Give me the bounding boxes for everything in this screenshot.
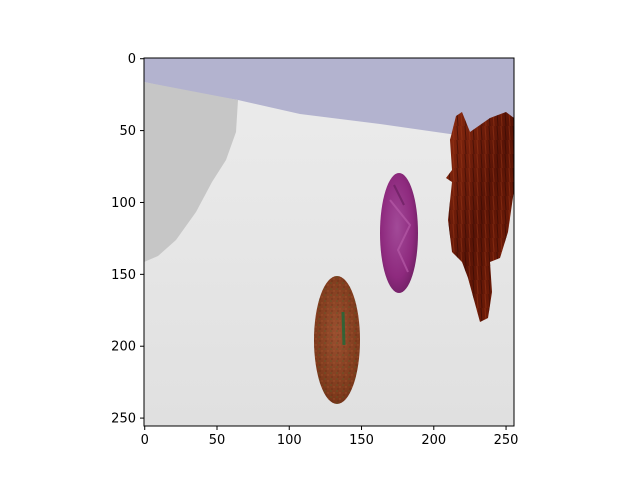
y-tick-label: 50 xyxy=(119,124,136,139)
x-tick-label: 150 xyxy=(349,433,374,448)
x-tick-label: 100 xyxy=(277,433,302,448)
y-tick-label: 100 xyxy=(111,196,136,211)
dark-red-textured-shape xyxy=(446,112,514,322)
shadow xyxy=(144,82,238,262)
y-tick-label: 200 xyxy=(111,340,136,355)
sky xyxy=(144,58,514,138)
purple-ovoid xyxy=(380,173,418,293)
x-tick-label: 50 xyxy=(209,433,226,448)
x-tick-label: 250 xyxy=(494,433,519,448)
x-tick-label: 0 xyxy=(141,433,149,448)
brown-speckled-ovoid xyxy=(314,276,360,404)
x-tick-label: 200 xyxy=(421,433,446,448)
x-axis: 0 50 100 150 200 250 xyxy=(141,426,519,448)
y-axis: 0 50 100 150 200 250 xyxy=(111,52,144,427)
axes-frame xyxy=(143,57,515,427)
y-tick-label: 250 xyxy=(111,412,136,427)
y-tick-label: 0 xyxy=(128,52,136,67)
y-tick-label: 150 xyxy=(111,268,136,283)
scene-image xyxy=(144,58,514,426)
